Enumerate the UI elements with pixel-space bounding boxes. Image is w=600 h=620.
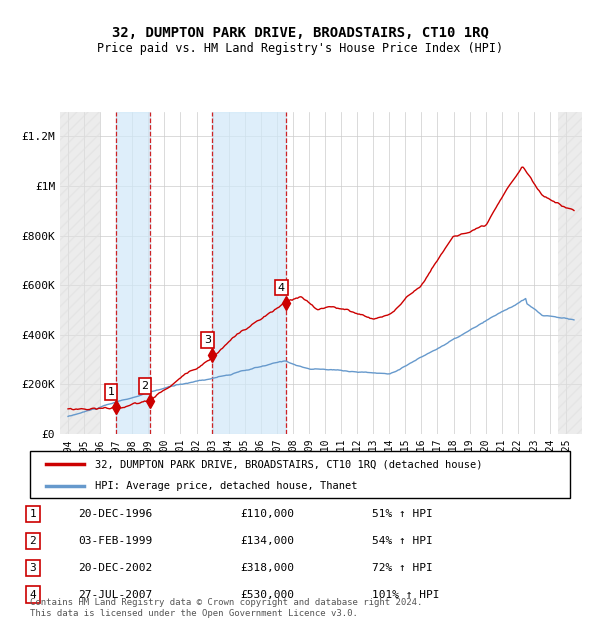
Text: Contains HM Land Registry data © Crown copyright and database right 2024.
This d: Contains HM Land Registry data © Crown c… bbox=[30, 598, 422, 618]
Text: 4: 4 bbox=[278, 283, 285, 293]
Text: 27-JUL-2007: 27-JUL-2007 bbox=[78, 590, 152, 600]
Text: 03-FEB-1999: 03-FEB-1999 bbox=[78, 536, 152, 546]
Bar bbox=[212, 112, 286, 434]
Text: 1: 1 bbox=[29, 509, 37, 519]
Text: 101% ↑ HPI: 101% ↑ HPI bbox=[372, 590, 439, 600]
Text: 72% ↑ HPI: 72% ↑ HPI bbox=[372, 563, 433, 573]
FancyBboxPatch shape bbox=[30, 451, 570, 498]
Text: 32, DUMPTON PARK DRIVE, BROADSTAIRS, CT10 1RQ (detached house): 32, DUMPTON PARK DRIVE, BROADSTAIRS, CT1… bbox=[95, 459, 482, 469]
Text: 54% ↑ HPI: 54% ↑ HPI bbox=[372, 536, 433, 546]
Text: £530,000: £530,000 bbox=[240, 590, 294, 600]
Text: Price paid vs. HM Land Registry's House Price Index (HPI): Price paid vs. HM Land Registry's House … bbox=[97, 42, 503, 55]
Bar bbox=[60, 112, 100, 434]
Text: 3: 3 bbox=[29, 563, 37, 573]
Text: 1: 1 bbox=[107, 387, 115, 397]
Text: 32, DUMPTON PARK DRIVE, BROADSTAIRS, CT10 1RQ: 32, DUMPTON PARK DRIVE, BROADSTAIRS, CT1… bbox=[112, 26, 488, 40]
Bar bbox=[116, 112, 150, 434]
Text: £134,000: £134,000 bbox=[240, 536, 294, 546]
Text: 4: 4 bbox=[29, 590, 37, 600]
Bar bbox=[558, 112, 582, 434]
Text: 20-DEC-1996: 20-DEC-1996 bbox=[78, 509, 152, 519]
Text: HPI: Average price, detached house, Thanet: HPI: Average price, detached house, Than… bbox=[95, 480, 358, 491]
Text: 20-DEC-2002: 20-DEC-2002 bbox=[78, 563, 152, 573]
Text: £318,000: £318,000 bbox=[240, 563, 294, 573]
Text: 3: 3 bbox=[204, 335, 211, 345]
Text: 2: 2 bbox=[142, 381, 149, 391]
Text: 51% ↑ HPI: 51% ↑ HPI bbox=[372, 509, 433, 519]
Text: £110,000: £110,000 bbox=[240, 509, 294, 519]
Text: 2: 2 bbox=[29, 536, 37, 546]
